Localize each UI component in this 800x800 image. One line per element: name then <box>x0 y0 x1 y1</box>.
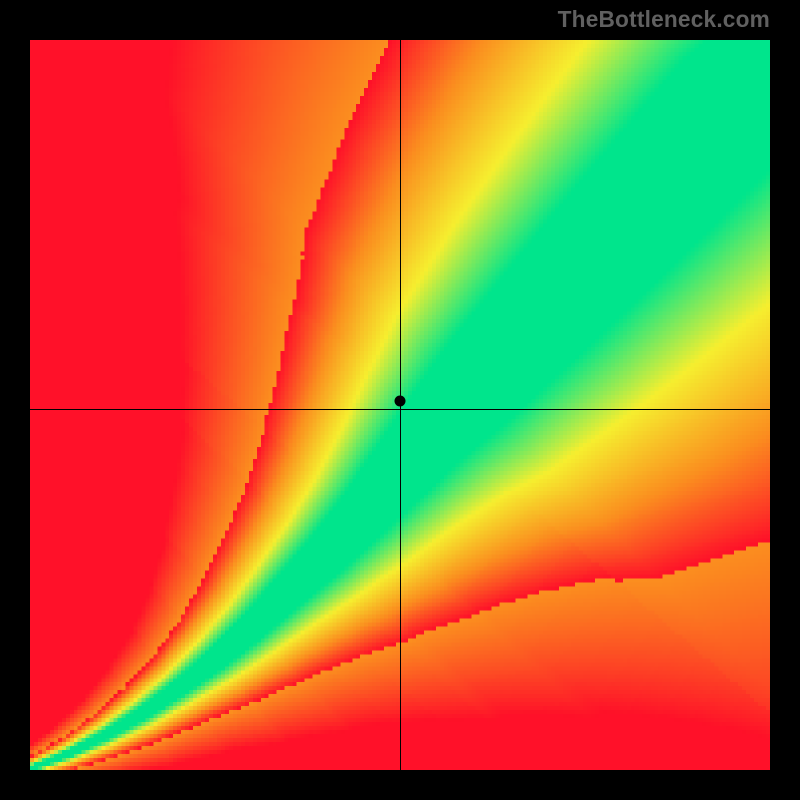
chart-frame: TheBottleneck.com <box>0 0 800 800</box>
watermark-text: TheBottleneck.com <box>558 6 770 33</box>
selected-point-marker <box>395 396 406 407</box>
